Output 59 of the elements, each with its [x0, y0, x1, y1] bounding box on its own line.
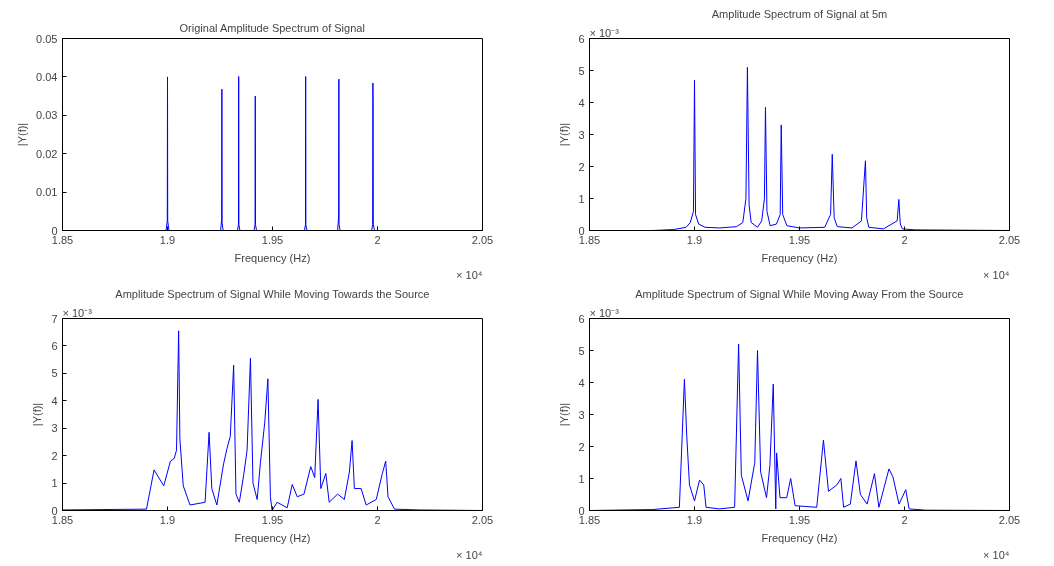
y-tick-label: 1	[578, 472, 585, 485]
y-tick-label: 5	[51, 367, 58, 380]
y-tick-label: 1	[51, 477, 58, 490]
x-tick-label: 2.05	[998, 233, 1021, 246]
annotation: × 10⁻³	[62, 306, 93, 319]
chart-title: Amplitude Spectrum of Signal While Moving Towards the Source	[115, 287, 430, 300]
y-tick-label: 0.03	[36, 109, 58, 122]
x-tick-label: 1.95	[261, 513, 284, 526]
y-tick-label: 2	[578, 440, 585, 453]
text: × 10⁴	[456, 268, 483, 281]
text: × 10⁴	[983, 548, 1010, 561]
x-tick-label: 2	[374, 233, 381, 246]
y-tick-label: 0.02	[36, 147, 58, 160]
y-tick-label: 4	[578, 96, 585, 109]
x-tick-label: 1.95	[788, 233, 811, 246]
chart-title: Original Amplitude Spectrum of Signal	[179, 21, 365, 34]
y-tick-label: 5	[578, 344, 585, 357]
chart-title: Amplitude Spectrum of Signal While Moving Away From the Source	[635, 287, 964, 300]
x-axis-title: Frequency (Hz)	[234, 531, 311, 544]
x-axis-title: Frequency (Hz)	[234, 251, 311, 264]
x-axis-title: Frequency (Hz)	[761, 251, 838, 264]
y-tick-label: 0.05	[36, 32, 58, 45]
x-tick-label: 2.05	[471, 233, 494, 246]
y-axis-title: |Y(f)|	[31, 402, 44, 427]
y-tick-label: 2	[51, 449, 58, 462]
x-tick-label: 2	[901, 513, 908, 526]
y-axis-title: |Y(f)|	[558, 122, 571, 147]
y-tick-label: 3	[578, 408, 585, 421]
y-axis-title: |Y(f)|	[558, 402, 571, 427]
y-tick-label: 3	[51, 422, 58, 435]
x-tick-label: 1.9	[686, 513, 703, 526]
y-tick-label: 5	[578, 64, 585, 77]
x-tick-label: 2	[901, 233, 908, 246]
text: × 10⁴	[456, 548, 483, 561]
chart-title: Amplitude Spectrum of Signal at 5m	[711, 7, 888, 20]
annotation: × 10⁻³	[589, 26, 620, 39]
x-tick-label: 1.9	[159, 233, 176, 246]
y-tick-label: 6	[578, 32, 585, 45]
y-tick-label: 2	[578, 160, 585, 173]
y-tick-label: 6	[51, 339, 58, 352]
y-tick-label: 0.04	[36, 70, 58, 83]
x-tick-label: 1.95	[261, 233, 284, 246]
y-tick-label: 3	[578, 128, 585, 141]
y-tick-label: 4	[578, 376, 585, 389]
x-tick-label: 1.9	[159, 513, 176, 526]
x-axis-title: Frequency (Hz)	[761, 531, 838, 544]
annotation: × 10⁻³	[589, 306, 620, 319]
text: × 10⁴	[983, 268, 1010, 281]
x-tick-label: 2	[374, 513, 381, 526]
x-tick-label: 2.05	[998, 513, 1021, 526]
y-tick-label: 0.01	[36, 186, 58, 199]
y-tick-label: 4	[51, 394, 58, 407]
y-tick-label: 1	[578, 192, 585, 205]
x-tick-label: 1.95	[788, 513, 811, 526]
y-tick-label: 7	[51, 312, 58, 325]
y-axis-title: |Y(f)|	[16, 122, 29, 147]
x-tick-label: 2.05	[471, 513, 494, 526]
x-tick-label: 1.9	[686, 233, 703, 246]
y-tick-label: 6	[578, 312, 585, 325]
